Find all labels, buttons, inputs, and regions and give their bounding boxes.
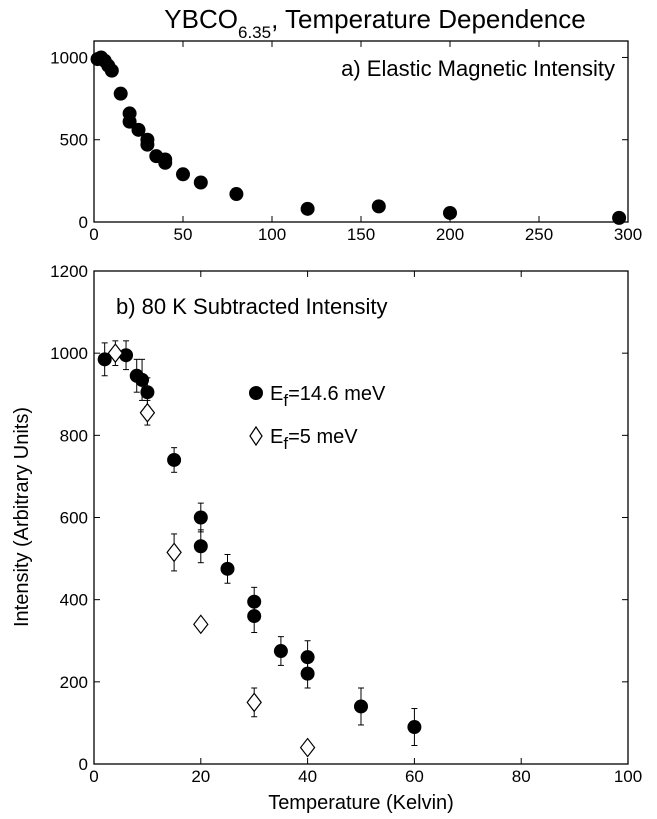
legend-entry-2-name: E (270, 426, 283, 448)
data-point-diamond (299, 737, 316, 758)
y-tick-label: 1000 (50, 48, 88, 67)
legend-entry-ef-5: Ef=5 meV (270, 426, 358, 453)
x-tick-label: 150 (347, 225, 375, 244)
legend-entry-1-subscript: f (283, 391, 288, 410)
y-axis-title: Intensity (Arbitrary Units) (11, 407, 33, 627)
x-tick-label: 200 (436, 225, 464, 244)
y-tick-label: 600 (60, 509, 88, 528)
x-tick-label: 0 (89, 225, 98, 244)
data-point-circle (140, 137, 155, 152)
figure-title: YBCO6.35, Temperature Dependence (164, 4, 585, 42)
x-tick-label: 0 (89, 767, 98, 786)
data-point-diamond (193, 614, 209, 635)
data-point-circle (113, 86, 128, 101)
data-point-diamond (107, 343, 124, 364)
x-tick-label: 250 (525, 225, 553, 244)
x-tick-label: 80 (512, 767, 531, 786)
x-tick-label: 100 (258, 225, 286, 244)
data-point-circle (247, 609, 262, 624)
legend: Ef=14.6 meV Ef=5 meV (249, 383, 386, 453)
y-tick-label: 200 (60, 673, 88, 692)
data-point-diamond (246, 692, 262, 713)
legend-entry-1-name: E (270, 383, 283, 405)
data-point-circle (122, 114, 137, 129)
data-point-circle (220, 561, 235, 576)
data-point-circle (193, 175, 208, 190)
data-point-circle (612, 210, 627, 225)
figure-title-main: YBCO (164, 4, 238, 34)
y-tick-label: 400 (60, 591, 88, 610)
panel-a-ticks: 0 50 100 150 200 250 300 0 500 1000 (50, 41, 642, 244)
data-point-circle (167, 452, 182, 467)
panel-b-marks (97, 340, 422, 758)
legend-entry-2-subscript: f (283, 434, 288, 453)
data-point-circle (135, 372, 150, 387)
x-tick-label: 100 (614, 767, 642, 786)
data-point-circle (407, 720, 422, 735)
legend-entry-ef-14-6: Ef=14.6 meV (270, 383, 386, 410)
y-tick-label: 500 (60, 131, 88, 150)
x-tick-label: 50 (174, 225, 193, 244)
figure-title-subscript: 6.35 (238, 23, 271, 42)
legend-entry-2-suffix: =5 meV (288, 426, 358, 448)
data-point-circle (97, 352, 112, 367)
data-point-circle (131, 122, 146, 137)
data-point-circle (158, 155, 173, 170)
legend-marker-filled-circle (249, 386, 263, 400)
y-tick-label: 800 (60, 426, 88, 445)
panel-b-label: b) 80 K Subtracted Intensity (116, 294, 388, 319)
data-point-circle (300, 650, 315, 665)
data-point-diamond (166, 542, 182, 563)
data-point-circle (354, 699, 368, 714)
panel-a-marks (90, 50, 627, 225)
data-point-circle (229, 187, 244, 202)
y-tick-label: 0 (79, 755, 88, 774)
figure-title-rest: , Temperature Dependence (271, 4, 586, 34)
data-point-circle (193, 539, 208, 554)
data-point-circle (119, 348, 134, 363)
legend-entry-1-suffix: =14.6 meV (288, 383, 386, 405)
x-tick-label: 300 (614, 225, 642, 244)
data-point-circle (300, 201, 315, 216)
x-tick-label: 20 (191, 767, 210, 786)
panel-a-elastic-intensity: a) Elastic Magnetic Intensity 0 50 100 150 2… (50, 40, 642, 244)
panel-a-label: a) Elastic Magnetic Intensity (341, 56, 615, 81)
y-tick-label: 1000 (50, 344, 88, 363)
data-point-circle (140, 385, 155, 400)
data-point-diamond (139, 402, 156, 423)
data-point-circle (300, 666, 315, 681)
legend-marker-open-diamond (249, 425, 263, 447)
y-tick-label: 0 (79, 213, 88, 232)
data-point-circle (193, 510, 208, 525)
y-tick-label: 1200 (50, 262, 88, 281)
x-axis-title: Temperature (Kelvin) (268, 792, 454, 814)
data-point-circle (443, 205, 457, 220)
data-point-circle (273, 644, 288, 659)
x-tick-label: 40 (298, 767, 317, 786)
x-tick-label: 60 (405, 767, 424, 786)
data-point-circle (176, 167, 190, 182)
data-point-circle (371, 199, 386, 214)
panel-b-subtracted-intensity: b) 80 K Subtracted Intensity Temperature… (11, 262, 642, 814)
data-point-circle (104, 63, 119, 78)
